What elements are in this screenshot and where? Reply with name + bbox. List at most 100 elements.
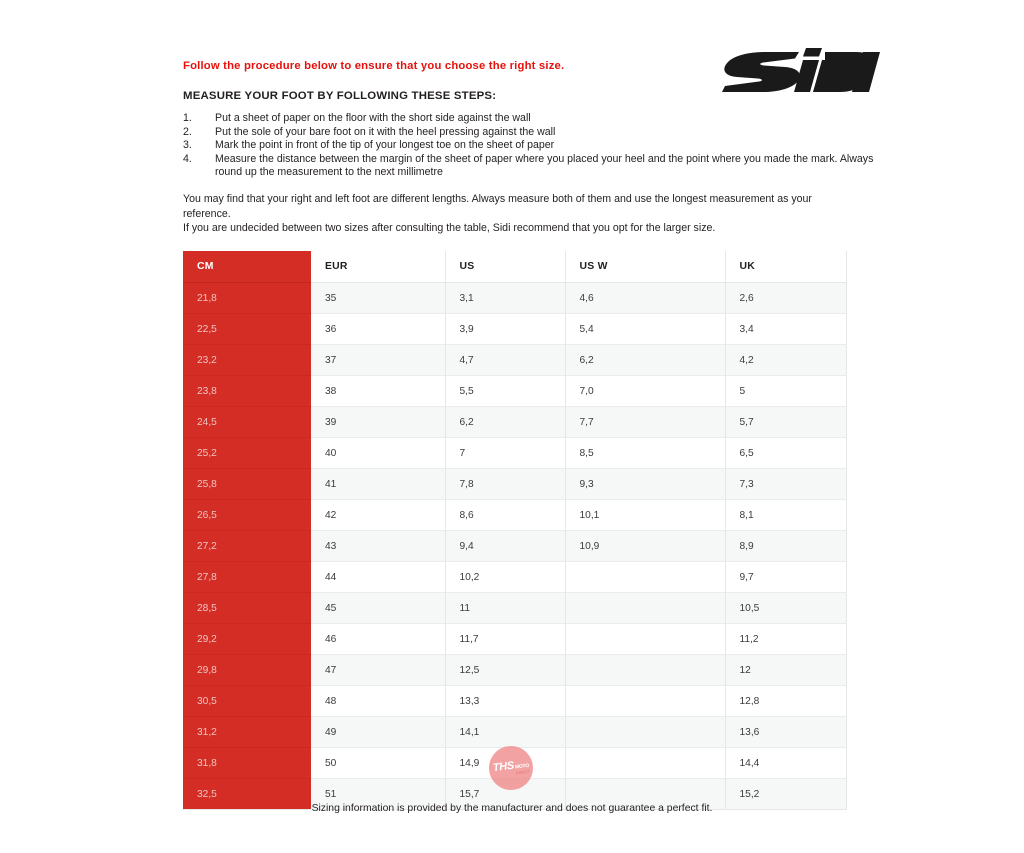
cell-us: 8,6 <box>445 499 566 531</box>
cell-us: 13,3 <box>445 685 566 717</box>
table-row: 21,8 35 3,1 4,6 2,6 <box>183 282 847 314</box>
table-row: 25,8 41 7,8 9,3 7,3 <box>183 468 847 500</box>
cell-usw <box>565 561 726 593</box>
cell-uk: 8,9 <box>725 530 847 562</box>
table-header-row: CM EUR US US W UK <box>183 251 847 283</box>
cell-us: 11 <box>445 592 566 624</box>
cell-uk: 14,4 <box>725 747 847 779</box>
cell-cm: 23,8 <box>183 375 311 407</box>
steps-title: MEASURE YOUR FOOT BY FOLLOWING THESE STE… <box>183 90 497 102</box>
cell-cm: 27,8 <box>183 561 311 593</box>
cell-eur: 47 <box>311 654 446 686</box>
table-row: 28,5 45 11 10,5 <box>183 592 847 624</box>
column-header-us: US <box>445 251 566 283</box>
step-text: Put a sheet of paper on the floor with t… <box>215 112 531 124</box>
step-text: Measure the distance between the margin … <box>215 152 874 179</box>
cell-eur: 37 <box>311 344 446 376</box>
cell-uk: 5 <box>725 375 847 407</box>
table-header: CM EUR US US W UK <box>183 251 847 283</box>
cell-cm: 27,2 <box>183 530 311 562</box>
step-number: 1. <box>183 112 192 124</box>
cell-usw: 5,4 <box>565 313 726 345</box>
cell-cm: 32,5 <box>183 778 311 810</box>
cell-usw: 6,2 <box>565 344 726 376</box>
cell-usw <box>565 747 726 779</box>
cell-cm: 25,2 <box>183 437 311 469</box>
cell-usw <box>565 685 726 717</box>
cell-usw <box>565 592 726 624</box>
cell-uk: 4,2 <box>725 344 847 376</box>
table-row: 31,8 50 14,9 14,4 <box>183 747 847 779</box>
cell-eur: 50 <box>311 747 446 779</box>
steps-list: 1. Put a sheet of paper on the floor wit… <box>183 112 883 180</box>
cell-uk: 10,5 <box>725 592 847 624</box>
cell-usw: 4,6 <box>565 282 726 314</box>
table-row: 27,2 43 9,4 10,9 8,9 <box>183 530 847 562</box>
cell-usw <box>565 623 726 655</box>
cell-us: 3,9 <box>445 313 566 345</box>
table-row: 23,2 37 4,7 6,2 4,2 <box>183 344 847 376</box>
step-item: 2. Put the sole of your bare foot on it … <box>183 126 883 140</box>
step-text: Mark the point in front of the tip of yo… <box>215 139 555 152</box>
table-body: 21,8 35 3,1 4,6 2,6 22,5 36 3,9 5,4 3,4 23,2 37 4,7 6… <box>183 282 847 810</box>
size-table-container: CM EUR US US W UK 21,8 35 3,1 4,6 2,6 22,5 36 3… <box>183 251 847 810</box>
cell-cm: 21,8 <box>183 282 311 314</box>
table-row: 29,8 47 12,5 12 <box>183 654 847 686</box>
step-text: Put the sole of your bare foot on it wit… <box>215 125 556 138</box>
note-paragraph-1: You may find that your right and left fo… <box>183 193 812 220</box>
cell-eur: 46 <box>311 623 446 655</box>
cell-usw: 7,7 <box>565 406 726 438</box>
cell-uk: 11,2 <box>725 623 847 655</box>
cell-us: 6,2 <box>445 406 566 438</box>
cell-us: 7 <box>445 437 566 469</box>
cell-us: 4,7 <box>445 344 566 376</box>
cell-us: 7,8 <box>445 468 566 500</box>
table-row: 26,5 42 8,6 10,1 8,1 <box>183 499 847 531</box>
table-row: 30,5 48 13,3 12,8 <box>183 685 847 717</box>
table-row: 24,5 39 6,2 7,7 5,7 <box>183 406 847 438</box>
cell-uk: 13,6 <box>725 716 847 748</box>
cell-eur: 39 <box>311 406 446 438</box>
cell-uk: 15,2 <box>725 778 847 810</box>
cell-eur: 48 <box>311 685 446 717</box>
cell-eur: 44 <box>311 561 446 593</box>
cell-uk: 7,3 <box>725 468 847 500</box>
column-header-uk: UK <box>725 251 847 283</box>
footer-disclaimer: Sizing information is provided by the ma… <box>311 803 713 814</box>
note-paragraph-2: If you are undecided between two sizes a… <box>183 222 716 235</box>
cell-uk: 2,6 <box>725 282 847 314</box>
column-header-usw: US W <box>565 251 726 283</box>
step-number: 4. <box>183 152 192 165</box>
cell-cm: 26,5 <box>183 499 311 531</box>
notes: You may find that your right and left fo… <box>183 192 845 236</box>
cell-eur: 41 <box>311 468 446 500</box>
sidi-logo <box>715 48 880 92</box>
cell-uk: 5,7 <box>725 406 847 438</box>
cell-us: 14,9 <box>445 747 566 779</box>
cell-us: 3,1 <box>445 282 566 314</box>
cell-us: 10,2 <box>445 561 566 593</box>
table-row: 32,5 51 15,7 15,2 <box>183 778 847 810</box>
step-number: 2. <box>183 125 192 138</box>
cell-eur: 51 <box>311 778 446 810</box>
table-row: 22,5 36 3,9 5,4 3,4 <box>183 313 847 345</box>
step-item: 1. Put a sheet of paper on the floor wit… <box>183 112 883 126</box>
cell-cm: 22,5 <box>183 313 311 345</box>
cell-cm: 29,2 <box>183 623 311 655</box>
table-row: 27,8 44 10,2 9,7 <box>183 561 847 593</box>
cell-eur: 42 <box>311 499 446 531</box>
cell-eur: 40 <box>311 437 446 469</box>
cell-us: 9,4 <box>445 530 566 562</box>
cell-cm: 24,5 <box>183 406 311 438</box>
cell-usw <box>565 716 726 748</box>
cell-cm: 28,5 <box>183 592 311 624</box>
cell-cm: 31,2 <box>183 716 311 748</box>
step-number: 3. <box>183 139 192 152</box>
cell-eur: 43 <box>311 530 446 562</box>
cell-usw <box>565 778 726 810</box>
cell-eur: 45 <box>311 592 446 624</box>
size-table: CM EUR US US W UK 21,8 35 3,1 4,6 2,6 22,5 36 3… <box>183 251 847 810</box>
cell-uk: 8,1 <box>725 499 847 531</box>
table-row: 25,2 40 7 8,5 6,5 <box>183 437 847 469</box>
table-row: 29,2 46 11,7 11,2 <box>183 623 847 655</box>
